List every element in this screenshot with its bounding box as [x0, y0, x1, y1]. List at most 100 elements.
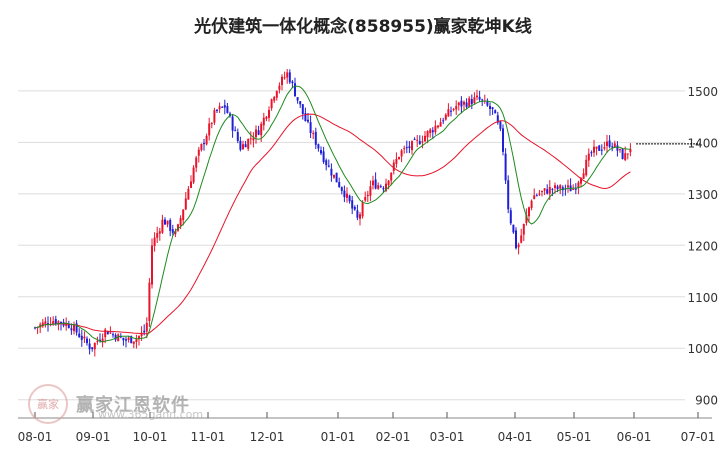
candle-body: [226, 106, 229, 113]
candle-body: [70, 328, 73, 331]
candle-body: [502, 128, 504, 152]
candle-body: [489, 105, 491, 110]
candle-body: [151, 245, 153, 285]
candle-body: [249, 138, 252, 140]
candle-body: [161, 219, 164, 233]
candle: [148, 278, 151, 327]
candle: [213, 107, 216, 125]
candle: [372, 175, 374, 190]
grid-lines: [18, 90, 685, 401]
candle: [535, 193, 538, 197]
candle: [606, 134, 608, 154]
candle: [473, 92, 476, 105]
candle-body: [585, 159, 588, 176]
candle: [377, 182, 380, 190]
candle-body: [268, 109, 270, 118]
candle-body: [122, 337, 125, 341]
candle: [203, 138, 205, 151]
ma-long-line: [34, 113, 631, 335]
candle: [611, 142, 614, 152]
candle: [411, 140, 413, 155]
candle-body: [434, 125, 437, 133]
candle: [582, 168, 585, 179]
candle-body: [320, 150, 322, 154]
candle: [119, 333, 122, 339]
candle-body: [216, 109, 218, 111]
candle-body: [208, 123, 211, 136]
candle: [520, 228, 523, 244]
candle: [515, 227, 517, 250]
candle-body: [304, 113, 307, 121]
candle-body: [138, 336, 140, 339]
candle-body: [600, 149, 603, 151]
candle: [275, 90, 278, 101]
candle: [190, 175, 192, 189]
candle-body: [470, 99, 473, 105]
candle: [418, 135, 421, 145]
candle-body: [590, 152, 593, 154]
candle: [338, 177, 341, 188]
x-tick-label: 04-01: [498, 430, 533, 444]
candle-body: [335, 172, 338, 183]
candle-body: [307, 119, 309, 122]
candle: [403, 145, 406, 154]
candle-body: [169, 219, 172, 231]
candle: [317, 143, 320, 152]
candle-body: [465, 102, 468, 107]
candle-body: [44, 321, 47, 325]
candle-body: [99, 339, 101, 341]
candle: [320, 146, 322, 156]
candle-body: [140, 332, 143, 337]
candle: [325, 158, 328, 171]
candle-body: [574, 188, 577, 190]
candle: [67, 320, 70, 329]
candle-body: [278, 85, 281, 90]
candle-body: [546, 189, 549, 194]
candle: [619, 148, 621, 153]
candle: [489, 102, 491, 116]
candle: [218, 102, 221, 113]
candle-body: [377, 185, 380, 189]
candle-body: [210, 123, 213, 125]
candle-body: [595, 146, 598, 149]
candle: [88, 338, 91, 355]
candle-body: [559, 185, 562, 189]
candle: [538, 189, 541, 196]
candle-body: [405, 147, 408, 149]
candle: [109, 326, 112, 335]
candle-body: [515, 230, 517, 249]
candle: [101, 333, 104, 348]
candle-body: [411, 141, 413, 151]
candle-body: [567, 185, 569, 188]
candle-body: [281, 76, 283, 85]
candle: [600, 144, 603, 156]
candle: [169, 218, 172, 237]
candle: [257, 125, 260, 136]
candle-body: [57, 321, 60, 325]
candle-body: [127, 337, 130, 341]
candle: [522, 223, 525, 242]
x-axis: 08-01 09-01 10-01 11-01 12-01 01-01 02-01 03-01…: [18, 412, 715, 444]
candle: [182, 209, 185, 226]
candle: [296, 97, 299, 104]
candle-body: [387, 180, 390, 186]
candle-body: [413, 139, 416, 141]
candle: [439, 117, 442, 127]
candle: [60, 321, 62, 331]
candle: [405, 140, 408, 154]
candle-body: [418, 140, 421, 144]
candle-body: [481, 99, 484, 101]
candle: [278, 82, 281, 94]
candle-body: [455, 106, 458, 110]
candle-body: [231, 116, 234, 131]
candle-body: [468, 98, 471, 107]
candle-body: [429, 129, 432, 134]
candle: [151, 238, 153, 289]
candle-body: [286, 72, 289, 78]
candle-body: [372, 180, 374, 186]
candle: [312, 130, 315, 140]
candle-body: [473, 97, 476, 104]
candle-body: [265, 116, 268, 119]
candle-body: [408, 146, 411, 149]
candle: [200, 143, 203, 152]
